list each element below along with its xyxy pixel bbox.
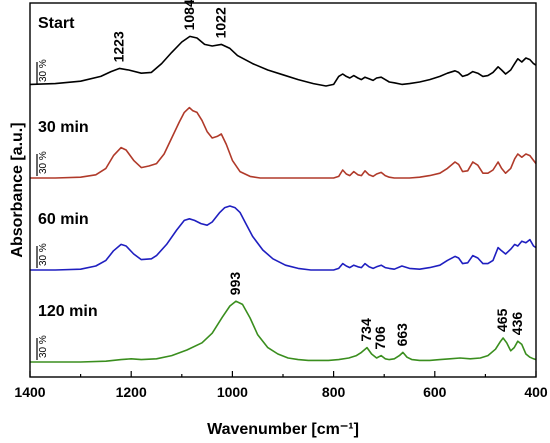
- x-tick-label-400: 400: [524, 384, 548, 400]
- plot-frame: [29, 2, 537, 378]
- scale-bars: 30 % 30 % 30 % 30 %: [36, 59, 49, 360]
- scale-bar-label-60-min: 30 %: [38, 243, 49, 266]
- x-axis-title: Wavenumber [cm⁻¹]: [207, 421, 359, 438]
- series-line-120-min: [30, 300, 537, 363]
- series-label-120-min: 120 min: [38, 303, 98, 320]
- peak-label-1223: 1223: [111, 31, 127, 62]
- series-label-30-min: 30 min: [38, 119, 89, 136]
- x-tick-label-600: 600: [423, 384, 447, 400]
- series-line-30-min: [30, 106, 537, 179]
- x-tick-label-1400: 1400: [14, 384, 45, 400]
- scale-bar-label-30-min: 30 %: [38, 151, 49, 174]
- peak-label-706: 706: [372, 326, 388, 350]
- x-tick-label-1200: 1200: [116, 384, 147, 400]
- peak-label-993: 993: [227, 272, 243, 296]
- x-tick-label-800: 800: [322, 384, 346, 400]
- peak-label-734: 734: [358, 318, 374, 342]
- scale-bar-label-start: 30 %: [38, 59, 49, 82]
- x-tick-label-1000: 1000: [217, 384, 248, 400]
- peak-label-465: 465: [494, 308, 510, 332]
- x-ticks: 1400 1200 1000 800 600 400: [14, 371, 548, 400]
- series-line-60-min: [30, 205, 537, 271]
- peak-label-663: 663: [394, 323, 410, 347]
- peak-label-436: 436: [509, 312, 525, 336]
- scale-bar-label-120-min: 30 %: [38, 335, 49, 358]
- peak-label-1022: 1022: [212, 7, 228, 38]
- series-label-start: Start: [38, 15, 75, 32]
- peak-label-1084: 1084: [181, 0, 197, 30]
- series-labels: Start 30 min 60 min 120 min: [38, 15, 98, 320]
- series-group: [29, 35, 537, 363]
- series-line-start: [29, 35, 537, 87]
- y-axis-title: Absorbance [a.u.]: [9, 122, 26, 257]
- series-label-60-min: 60 min: [38, 211, 89, 228]
